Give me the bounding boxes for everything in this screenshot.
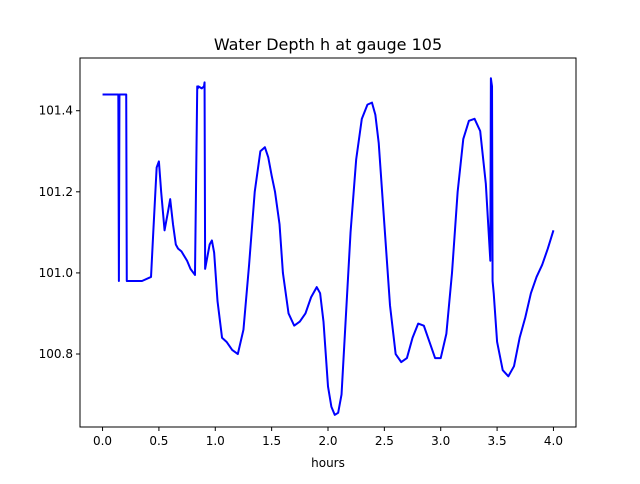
series-line (102, 77, 555, 416)
x-tick-label: 3.0 (431, 434, 450, 448)
x-tick-label: 2.0 (318, 434, 337, 448)
x-tick-label: 2.5 (375, 434, 394, 448)
y-tick-label: 100.8 (39, 347, 73, 361)
y-tick-label: 101.2 (39, 185, 73, 199)
x-tick-label: 3.5 (488, 434, 507, 448)
x-tick-label: 4.0 (544, 434, 563, 448)
x-tick-label: 1.0 (206, 434, 225, 448)
x-tick-label: 0.5 (149, 434, 168, 448)
x-axis: 0.0 0.5 1.0 1.5 2.0 2.5 3.0 3.5 4.0 (93, 427, 563, 448)
y-tick-label: 101.4 (39, 104, 73, 118)
x-axis-label: hours (311, 456, 345, 470)
chart-title: Water Depth h at gauge 105 (214, 35, 442, 54)
x-tick-label: 1.5 (262, 434, 281, 448)
y-axis: 100.8 101.0 101.2 101.4 (39, 104, 80, 361)
y-tick-label: 101.0 (39, 266, 73, 280)
x-tick-label: 0.0 (93, 434, 112, 448)
